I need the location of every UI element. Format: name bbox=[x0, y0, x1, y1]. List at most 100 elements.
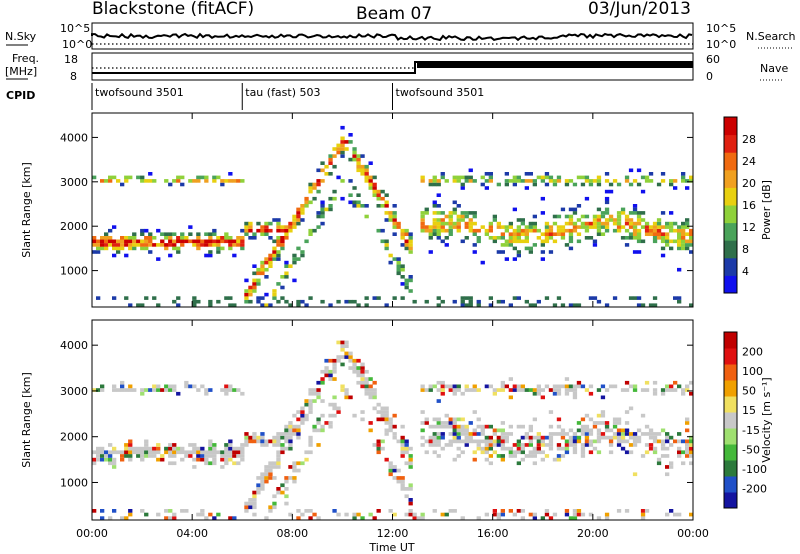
echo-cell bbox=[168, 388, 173, 392]
echo-cell bbox=[184, 380, 189, 385]
echo-cell bbox=[628, 443, 634, 447]
echo-cell bbox=[340, 344, 345, 348]
echo-cell bbox=[340, 136, 345, 141]
echo-cell bbox=[296, 218, 301, 222]
echo-cell bbox=[320, 399, 325, 403]
colorbar-tick-label: 15 bbox=[742, 404, 756, 417]
echo-cell bbox=[516, 443, 521, 447]
echo-cell bbox=[584, 388, 590, 392]
echo-cell bbox=[332, 189, 337, 194]
nsky-trace bbox=[91, 32, 694, 45]
echo-cell bbox=[624, 228, 630, 233]
echo-cell bbox=[412, 299, 417, 304]
echo-cell bbox=[312, 428, 317, 433]
echo-cell bbox=[492, 443, 497, 447]
echo-cell bbox=[284, 228, 289, 233]
echo-cell bbox=[588, 391, 594, 396]
echo-cell bbox=[228, 443, 233, 447]
echo-cell bbox=[144, 450, 149, 455]
echo-cell bbox=[592, 239, 598, 244]
echo-cell bbox=[652, 228, 658, 233]
echo-cell bbox=[685, 439, 690, 444]
echo-cell bbox=[468, 388, 473, 392]
echo-cell bbox=[452, 435, 457, 440]
echo-cell bbox=[336, 340, 341, 345]
echo-cell bbox=[388, 214, 393, 219]
echo-cell bbox=[628, 225, 634, 229]
echo-cell bbox=[396, 439, 401, 444]
echo-cell bbox=[100, 388, 105, 392]
echo-cell bbox=[669, 246, 674, 251]
echo-cell bbox=[572, 450, 578, 455]
echo-cell bbox=[320, 413, 325, 418]
echo-cell bbox=[544, 384, 550, 389]
echo-cell bbox=[612, 432, 618, 436]
echo-cell bbox=[480, 432, 485, 436]
echo-cell bbox=[448, 228, 453, 233]
echo-cell bbox=[628, 384, 634, 389]
power-colorbar-label: Power [dB] bbox=[760, 180, 773, 240]
echo-cell bbox=[516, 509, 521, 513]
echo-cell bbox=[224, 446, 229, 451]
echo-cell bbox=[516, 179, 521, 183]
echo-cell bbox=[496, 182, 501, 187]
echo-cell bbox=[616, 428, 622, 433]
echo-cell bbox=[264, 465, 269, 469]
echo-cell bbox=[356, 303, 361, 307]
echo-cell bbox=[576, 428, 582, 433]
echo-cell bbox=[140, 179, 145, 183]
echo-cell bbox=[436, 421, 441, 425]
echo-cell bbox=[612, 435, 618, 440]
freq-label-line1: Freq. bbox=[12, 52, 39, 65]
echo-cell bbox=[588, 225, 594, 229]
echo-cell bbox=[436, 435, 441, 440]
echo-cell bbox=[172, 388, 177, 392]
echo-cell bbox=[284, 260, 289, 265]
echo-cell bbox=[92, 236, 97, 240]
echo-cell bbox=[652, 450, 658, 455]
echo-cell bbox=[228, 516, 233, 520]
echo-cell bbox=[372, 406, 377, 411]
echo-cell bbox=[312, 399, 317, 403]
echo-cell bbox=[120, 516, 125, 520]
echo-cell bbox=[232, 461, 237, 466]
colorbar-tick-label: 20 bbox=[742, 177, 756, 190]
echo-cell bbox=[424, 228, 429, 233]
echo-cell bbox=[140, 446, 145, 451]
echo-cell bbox=[336, 150, 341, 155]
echo-cell bbox=[216, 243, 221, 247]
echo-cell bbox=[292, 221, 297, 226]
echo-cell bbox=[344, 299, 349, 304]
echo-cell bbox=[568, 214, 574, 219]
echo-cell bbox=[673, 296, 678, 300]
echo-cell bbox=[460, 439, 465, 444]
echo-cell bbox=[372, 395, 377, 400]
echo-cell bbox=[164, 236, 169, 240]
echo-cell bbox=[324, 366, 329, 370]
echo-cell bbox=[320, 161, 325, 165]
echo-cell bbox=[448, 232, 453, 236]
echo-cell bbox=[456, 388, 461, 392]
echo-cell bbox=[512, 246, 517, 251]
echo-cell bbox=[364, 204, 369, 208]
echo-cell bbox=[96, 296, 101, 300]
echo-cell bbox=[544, 435, 550, 440]
echo-cell bbox=[304, 303, 309, 307]
echo-cell bbox=[284, 264, 289, 268]
echo-cell bbox=[388, 218, 393, 222]
echo-cell bbox=[536, 384, 541, 389]
echo-cell bbox=[612, 228, 618, 233]
echo-cell bbox=[164, 384, 169, 389]
echo-cell bbox=[264, 257, 269, 261]
echo-cell bbox=[520, 435, 525, 440]
echo-cell bbox=[292, 479, 297, 484]
echo-cell bbox=[408, 250, 413, 254]
echo-cell bbox=[264, 479, 269, 484]
echo-cell bbox=[616, 421, 622, 425]
echo-cell bbox=[492, 512, 497, 517]
echo-cell bbox=[272, 257, 277, 261]
echo-cell bbox=[472, 450, 477, 455]
echo-cell bbox=[544, 454, 550, 458]
echo-cell bbox=[204, 457, 209, 462]
echo-cell bbox=[640, 388, 646, 392]
